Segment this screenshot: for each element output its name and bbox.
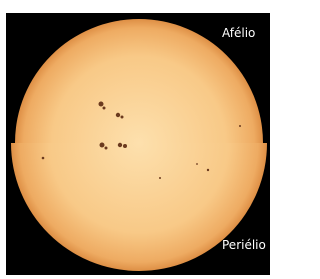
aphelion-label: Afélio bbox=[222, 26, 255, 40]
perihelion-label: Periélio bbox=[222, 238, 266, 252]
page: {"labels": {"aphelion": "Afélio", "perih… bbox=[0, 0, 270, 275]
sun-comparison: Afélio Periélio bbox=[0, 0, 270, 275]
